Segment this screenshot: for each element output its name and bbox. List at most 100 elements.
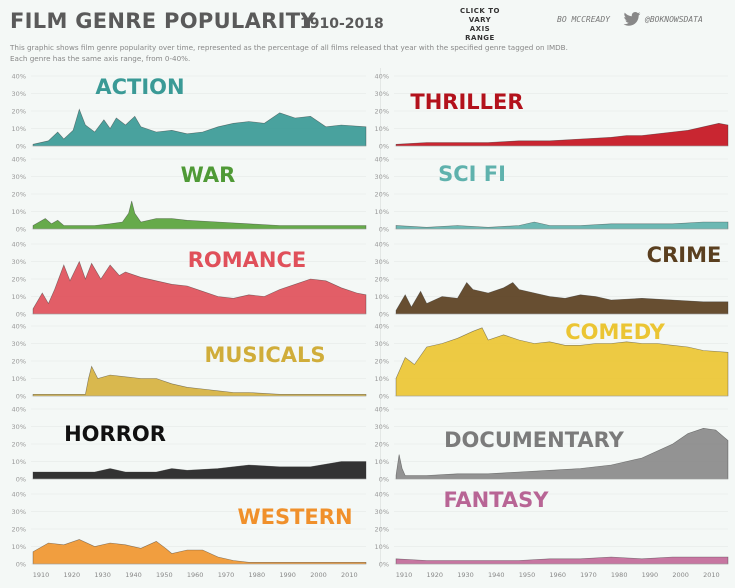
y-tick-label: 0% — [16, 476, 26, 484]
genre-area-action — [32, 108, 367, 147]
y-tick-label: 20% — [375, 108, 389, 116]
y-tick-label: 40% — [375, 491, 389, 499]
genre-area-musicals — [32, 365, 367, 397]
x-tick-label: 1960 — [549, 571, 566, 579]
y-tick-label: 10% — [12, 293, 26, 301]
subtitle-line-1: This graphic shows film genre popularity… — [10, 43, 568, 52]
y-tick-label: 0% — [379, 561, 389, 569]
y-tick-label: 30% — [375, 340, 389, 348]
genre-area-thriller — [395, 122, 729, 147]
genre-area-horror — [32, 461, 367, 480]
genre-label-sci-fi: SCI FI — [438, 162, 506, 186]
y-tick-label: 20% — [375, 276, 389, 284]
genre-label-thriller: THRILLER — [410, 90, 523, 114]
y-tick-label: 40% — [375, 323, 389, 331]
author-credit: BO MCCREADY — [557, 15, 610, 24]
y-tick-label: 0% — [379, 226, 389, 234]
y-tick-label: 40% — [375, 241, 389, 249]
year-range: 1910-2018 — [300, 16, 384, 32]
genre-area-comedy — [395, 327, 729, 397]
y-tick-label: 0% — [379, 311, 389, 319]
y-tick-label: 30% — [12, 173, 26, 181]
x-tick-label: 1950 — [156, 571, 173, 579]
x-tick-label: 1960 — [187, 571, 204, 579]
x-tick-label: 2010 — [341, 571, 358, 579]
y-tick-label: 20% — [375, 441, 389, 449]
click-line-2: VARY — [468, 16, 492, 24]
click-line-3: AXIS RANGE — [465, 25, 495, 42]
y-tick-label: 20% — [375, 191, 389, 199]
y-tick-label: 10% — [375, 208, 389, 216]
x-tick-label: 1980 — [249, 571, 266, 579]
y-tick-label: 40% — [375, 156, 389, 164]
genre-label-war: WAR — [181, 163, 236, 187]
x-tick-label: 1920 — [64, 571, 81, 579]
y-tick-label: 40% — [12, 241, 26, 249]
y-tick-label: 40% — [375, 406, 389, 414]
y-tick-label: 20% — [375, 358, 389, 366]
subtitle-line-2: Each genre has the same axis range, from… — [10, 53, 191, 63]
y-tick-label: 30% — [375, 508, 389, 516]
y-tick-label: 30% — [375, 90, 389, 98]
y-tick-label: 30% — [375, 423, 389, 431]
y-tick-label: 20% — [12, 358, 26, 366]
x-tick-label: 1920 — [426, 571, 443, 579]
y-tick-label: 0% — [16, 393, 26, 401]
y-tick-label: 20% — [375, 526, 389, 534]
y-tick-label: 40% — [375, 73, 389, 81]
y-tick-label: 30% — [12, 258, 26, 266]
y-tick-label: 20% — [12, 108, 26, 116]
y-tick-label: 40% — [12, 323, 26, 331]
genre-label-western: WESTERN — [237, 505, 352, 529]
y-tick-label: 0% — [379, 476, 389, 484]
twitter-bird-icon — [623, 12, 641, 26]
y-tick-label: 30% — [12, 423, 26, 431]
x-tick-label: 1980 — [611, 571, 628, 579]
y-tick-label: 10% — [375, 543, 389, 551]
y-tick-label: 20% — [12, 276, 26, 284]
genre-label-action: ACTION — [95, 75, 184, 99]
y-tick-label: 10% — [375, 125, 389, 133]
click-line-1: CLICK TO — [460, 7, 500, 15]
x-tick-label: 1970 — [580, 571, 597, 579]
x-tick-label: 1930 — [94, 571, 111, 579]
subtitle: This graphic shows film genre popularity… — [10, 43, 660, 64]
genre-label-documentary: DOCUMENTARY — [444, 428, 625, 452]
page-title: FILM GENRE POPULARITY — [10, 9, 316, 33]
x-tick-label: 1990 — [279, 571, 296, 579]
y-tick-label: 40% — [12, 156, 26, 164]
y-tick-label: 0% — [16, 143, 26, 151]
y-tick-label: 40% — [12, 73, 26, 81]
y-tick-label: 30% — [12, 90, 26, 98]
vary-axis-range-button[interactable]: CLICK TO VARY AXIS RANGE — [455, 7, 505, 43]
genre-area-war — [32, 200, 367, 230]
y-tick-label: 30% — [375, 258, 389, 266]
y-tick-label: 0% — [16, 561, 26, 569]
genre-area-western — [32, 539, 367, 565]
genre-area-sci-fi — [395, 221, 729, 230]
y-tick-label: 0% — [16, 311, 26, 319]
x-tick-label: 1990 — [642, 571, 659, 579]
y-tick-label: 0% — [379, 143, 389, 151]
y-tick-label: 30% — [375, 173, 389, 181]
genre-area-crime — [395, 281, 729, 315]
x-tick-label: 2010 — [703, 571, 720, 579]
y-tick-label: 0% — [16, 226, 26, 234]
y-tick-label: 20% — [12, 191, 26, 199]
genre-label-comedy: COMEDY — [565, 320, 665, 344]
x-tick-label: 2000 — [672, 571, 689, 579]
y-tick-label: 40% — [12, 406, 26, 414]
y-tick-label: 20% — [12, 526, 26, 534]
y-tick-label: 40% — [12, 491, 26, 499]
genre-area-romance — [32, 260, 367, 315]
y-tick-label: 10% — [12, 208, 26, 216]
y-tick-label: 10% — [375, 293, 389, 301]
x-tick-label: 1940 — [488, 571, 505, 579]
genre-label-fantasy: FANTASY — [443, 488, 549, 512]
twitter-handle: @BOKNOWSDATA — [645, 15, 703, 24]
x-tick-label: 1910 — [396, 571, 413, 579]
y-tick-label: 20% — [12, 441, 26, 449]
y-tick-label: 10% — [12, 375, 26, 383]
genre-area-documentary — [395, 427, 729, 480]
